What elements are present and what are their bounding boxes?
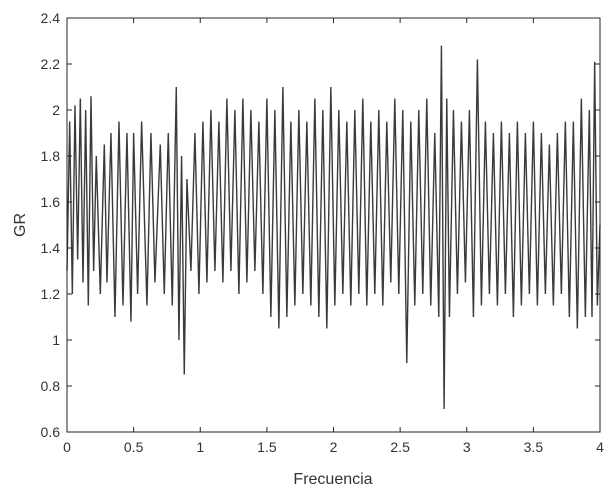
y-tick-label: 1.8 bbox=[41, 148, 61, 164]
series-layer bbox=[66, 45, 601, 410]
x-tick-label: 2.5 bbox=[390, 439, 410, 455]
y-tick-label: 2.2 bbox=[41, 56, 61, 72]
x-axis: 0 0.5 1 1.5 2 2.5 3 3.5 4 bbox=[63, 18, 604, 455]
x-tick-label: 3.5 bbox=[524, 439, 544, 455]
x-tick-label: 0.5 bbox=[124, 439, 144, 455]
y-tick-label: 1.2 bbox=[41, 286, 61, 302]
y-tick-label: 0.8 bbox=[41, 378, 61, 394]
y-axis-title: GR bbox=[12, 213, 29, 237]
series-line-0 bbox=[66, 45, 601, 410]
x-tick-label: 2 bbox=[330, 439, 338, 455]
y-axis: 0.6 0.8 1 1.2 1.4 1.6 1.8 2 2.2 2.4 bbox=[41, 10, 600, 440]
y-tick-label: 1 bbox=[52, 332, 60, 348]
y-tick-label: 0.6 bbox=[41, 424, 61, 440]
y-tick-label: 1.6 bbox=[41, 194, 61, 210]
x-tick-label: 3 bbox=[463, 439, 471, 455]
x-tick-label: 4 bbox=[596, 439, 604, 455]
x-tick-label: 1.5 bbox=[257, 439, 277, 455]
x-axis-title: Frecuencia bbox=[293, 471, 372, 488]
y-tick-label: 2.4 bbox=[41, 10, 61, 26]
x-tick-label: 0 bbox=[63, 439, 71, 455]
y-tick-label: 1.4 bbox=[41, 240, 61, 256]
x-tick-label: 1 bbox=[196, 439, 204, 455]
y-tick-label: 2 bbox=[52, 102, 60, 118]
